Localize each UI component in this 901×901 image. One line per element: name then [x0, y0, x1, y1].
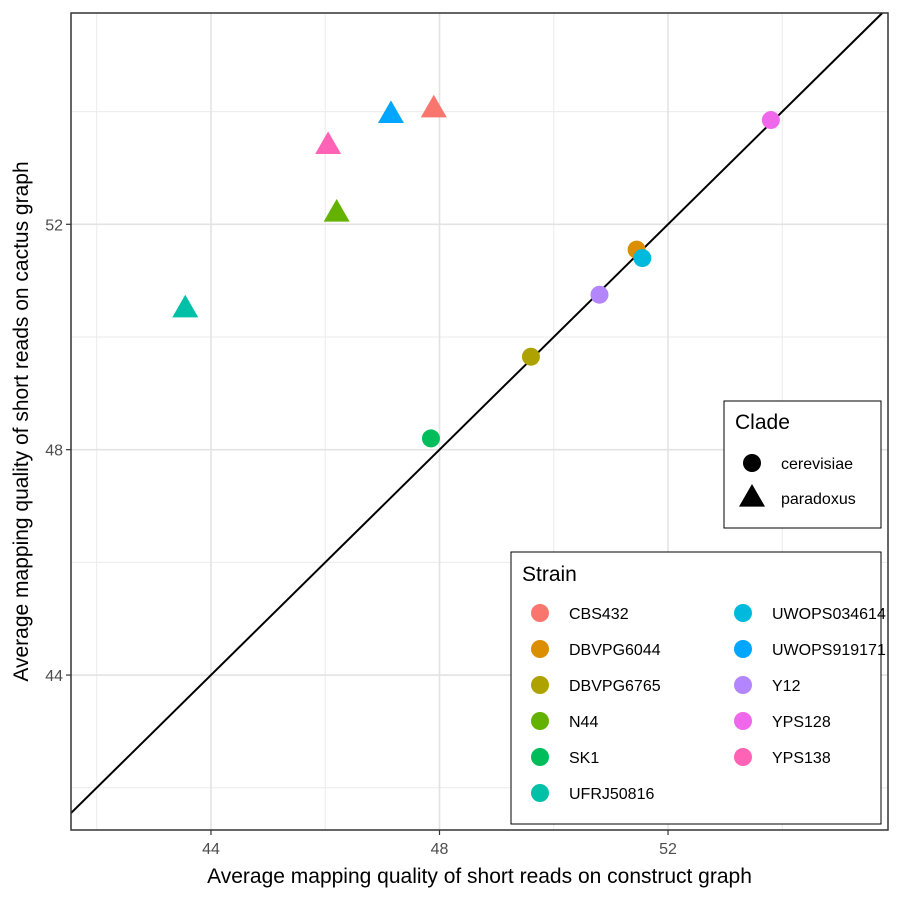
- data-points: [172, 94, 780, 448]
- strain-key-sk1: [531, 748, 549, 766]
- strain-label-ufrj50816: UFRJ50816: [569, 786, 654, 803]
- axis-ticks: 44 48 52 44 48 52: [45, 217, 677, 858]
- strain-legend: Strain CBS432 DBVPG6044 DBVPG6765 N44 SK1 UFR…: [510, 551, 886, 825]
- strain-label-sk1: SK1: [569, 750, 599, 767]
- y-tick-label: 48: [45, 443, 63, 460]
- clade-label-cerevisiae: cerevisiae: [781, 456, 853, 473]
- strain-key-yps128: [734, 712, 752, 730]
- strain-key-dbvpg6044: [531, 640, 549, 658]
- y-tick-label: 44: [45, 668, 63, 685]
- point-yps128: [761, 111, 780, 130]
- plot-panel-border: [70, 12, 889, 831]
- x-tick-label: 48: [431, 841, 449, 858]
- point-uwops919171: [377, 100, 404, 124]
- y-tick-label: 52: [45, 217, 63, 234]
- strain-legend-title: Strain: [522, 563, 577, 586]
- strain-key-uwops034614: [734, 604, 752, 622]
- x-tick-label: 52: [659, 841, 677, 858]
- point-y12: [590, 285, 609, 304]
- strain-key-ufrj50816: [531, 784, 549, 802]
- strain-key-y12: [734, 676, 752, 694]
- strain-label-dbvpg6044: DBVPG6044: [569, 642, 661, 659]
- point-uwops034614: [633, 249, 652, 268]
- identity-reference-line: [70, 12, 883, 814]
- point-cbs432: [420, 94, 447, 118]
- strain-key-yps138: [734, 748, 752, 766]
- strain-key-cbs432: [531, 604, 549, 622]
- strain-label-yps128: YPS128: [772, 714, 831, 731]
- clade-key-cerevisiae: [743, 454, 761, 472]
- point-sk1: [421, 429, 440, 448]
- y-axis-title: Average mapping quality of short reads o…: [10, 161, 33, 681]
- point-ufrj50816: [172, 294, 199, 318]
- clade-label-paradoxus: paradoxus: [781, 491, 856, 508]
- point-dbvpg6765: [521, 347, 540, 366]
- strain-key-n44: [531, 712, 549, 730]
- strain-label-uwops034614: UWOPS034614: [772, 606, 886, 623]
- strain-label-y12: Y12: [772, 678, 801, 695]
- strain-key-uwops919171: [734, 640, 752, 658]
- point-yps138: [315, 131, 342, 155]
- strain-label-dbvpg6765: DBVPG6765: [569, 678, 661, 695]
- point-n44: [323, 198, 350, 222]
- x-axis-title: Average mapping quality of short reads o…: [207, 865, 752, 888]
- strain-label-uwops919171: UWOPS919171: [772, 642, 886, 659]
- strain-label-cbs432: CBS432: [569, 606, 629, 623]
- clade-legend: Clade cerevisiae paradoxus: [723, 400, 882, 529]
- x-tick-label: 44: [202, 841, 220, 858]
- clade-legend-title: Clade: [735, 411, 790, 434]
- strain-label-yps138: YPS138: [772, 750, 831, 767]
- clade-key-paradoxus: [739, 483, 765, 507]
- strain-label-n44: N44: [569, 714, 598, 731]
- strain-key-dbvpg6765: [531, 676, 549, 694]
